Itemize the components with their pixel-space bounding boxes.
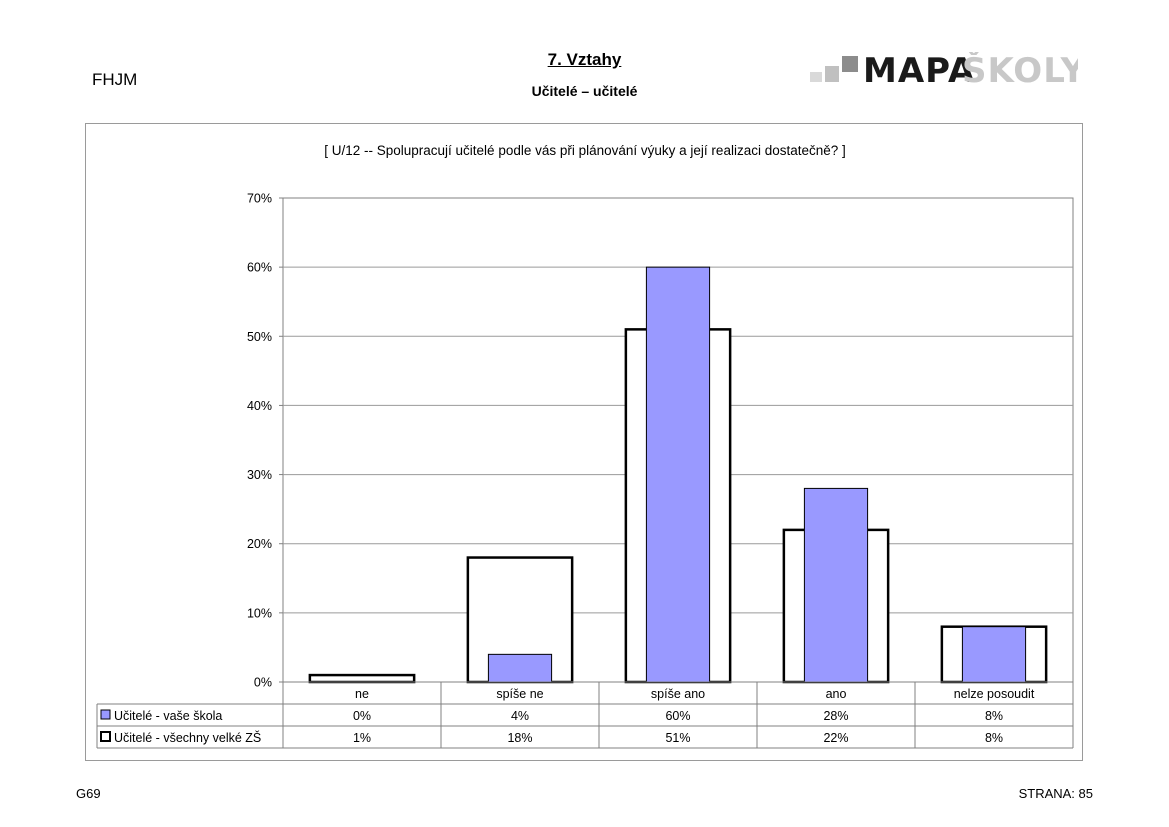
data-label: 28% [823,709,848,723]
data-label: 51% [665,731,690,745]
legend-swatch-1 [100,731,111,742]
y-tick-label: 70% [247,192,272,206]
data-label: 8% [985,709,1003,723]
page-number: STRANA: 85 [1018,786,1093,801]
subsection-title: Učitelé – učitelé [531,83,638,99]
bar-your-school-3 [803,487,869,683]
category-label: nelze posoudit [954,687,1035,701]
legend-label: Učitelé - vaše škola [114,709,222,723]
legend-label: Učitelé - všechny velké ZŠ [114,730,261,745]
logo-text-skoly: ŠKOLY [962,52,1078,88]
bar-your-school-4 [961,626,1027,683]
y-tick-label: 20% [247,537,272,551]
y-tick-label: 60% [247,261,272,275]
data-label: 4% [511,709,529,723]
bar-your-school-2 [645,266,711,683]
footer-code: G69 [76,786,101,801]
chart-title: [ U/12 -- Spolupracují učitelé podle vás… [324,143,846,158]
bar-all-schools-0 [308,673,416,684]
data-label: 22% [823,731,848,745]
section-title: 7. Vztahy [547,50,622,69]
data-label: 60% [665,709,690,723]
bar-chart: [ U/12 -- Spolupracují učitelé podle vás… [96,143,1074,749]
y-tick-label: 40% [247,399,272,413]
data-label: 8% [985,731,1003,745]
bar-your-school-1 [487,653,553,683]
chart-frame [85,123,1083,761]
data-label: 18% [507,731,532,745]
data-label: 0% [353,709,371,723]
mapa-skoly-logo: MAPA ŠKOLY [810,52,1078,88]
category-label: ne [355,687,369,701]
category-label: ano [826,687,847,701]
logo-text-mapa: MAPA [863,52,975,88]
y-tick-label: 50% [247,330,272,344]
y-tick-label: 30% [247,468,272,482]
category-label: spíše ano [651,687,705,701]
school-code: FHJM [92,70,138,89]
legend-swatch-0 [100,709,111,720]
y-tick-label: 10% [247,606,272,620]
data-label: 1% [353,731,371,745]
category-label: spíše ne [496,687,543,701]
y-tick-label: 0% [254,676,272,690]
